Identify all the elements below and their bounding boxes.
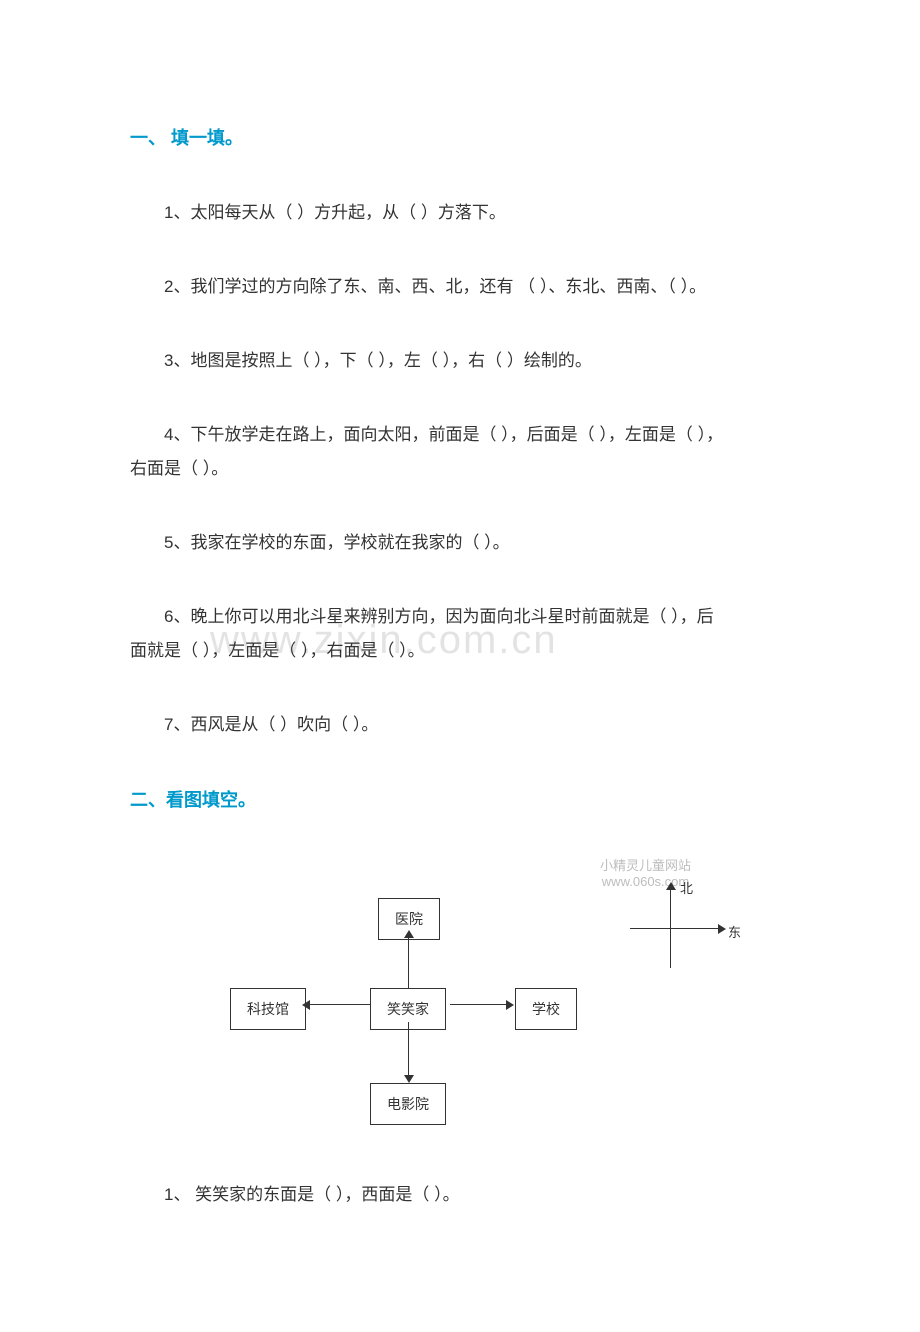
arrow-e-line (450, 1004, 508, 1005)
node-east: 学校 (515, 988, 577, 1030)
arrow-n-head-icon (404, 930, 414, 938)
wm-small-line2: www.060s.com (602, 874, 689, 889)
arrow-s-line (408, 1022, 409, 1077)
q6-line1: 6、晚上你可以用北斗星来辨别方向，因为面向北斗星时前面就是（ ），后 (130, 600, 790, 634)
section2-heading: 二、看图填空。 (130, 782, 790, 818)
compass-h-line (630, 928, 720, 929)
diagram-watermark: 小精灵儿童网站 www.060s.com (600, 858, 691, 889)
arrow-w-line (308, 1004, 370, 1005)
q3: 3、地图是按照上（ ），下（ ），左（ ），右（ ）绘制的。 (130, 344, 790, 378)
q6-line2: 面就是（ ），左面是（ ），右面是（ ）。 (130, 634, 790, 668)
s2-q1: 1、 笑笑家的东面是（ ），西面是（ ）。 (130, 1178, 790, 1212)
q6: 6、晚上你可以用北斗星来辨别方向，因为面向北斗星时前面就是（ ），后 面就是（ … (130, 600, 790, 668)
compass-up-arrow-icon (666, 882, 676, 890)
compass-right-arrow-icon (718, 924, 726, 934)
q5: 5、我家在学校的东面，学校就在我家的（ ）。 (130, 526, 790, 560)
q7: 7、西风是从（ ）吹向（ ）。 (130, 708, 790, 742)
node-south: 电影院 (370, 1083, 446, 1125)
arrow-e-head-icon (506, 1000, 514, 1010)
arrow-w-head-icon (302, 1000, 310, 1010)
arrow-s-head-icon (404, 1075, 414, 1083)
q2: 2、我们学过的方向除了东、南、西、北，还有 （ ）、东北、西南、（ ）。 (130, 270, 790, 304)
wm-small-line1: 小精灵儿童网站 (600, 858, 691, 873)
compass-east-label: 东 (728, 920, 741, 946)
arrow-n-line (408, 936, 409, 988)
compass-north-label: 北 (680, 876, 693, 902)
q4: 4、下午放学走在路上，面向太阳，前面是（ ），后面是（ ），左面是（ ）， 右面… (130, 418, 790, 486)
section1-heading: 一、 填一填。 (130, 120, 790, 156)
q4-line2: 右面是（ ）。 (130, 452, 790, 486)
node-west: 科技馆 (230, 988, 306, 1030)
q1: 1、太阳每天从（ ）方升起，从（ ）方落下。 (130, 196, 790, 230)
direction-diagram: 小精灵儿童网站 www.060s.com 北 东 笑笑家 医院 电影院 科技馆 (130, 858, 790, 1138)
q4-line1: 4、下午放学走在路上，面向太阳，前面是（ ），后面是（ ），左面是（ ）， (130, 418, 790, 452)
